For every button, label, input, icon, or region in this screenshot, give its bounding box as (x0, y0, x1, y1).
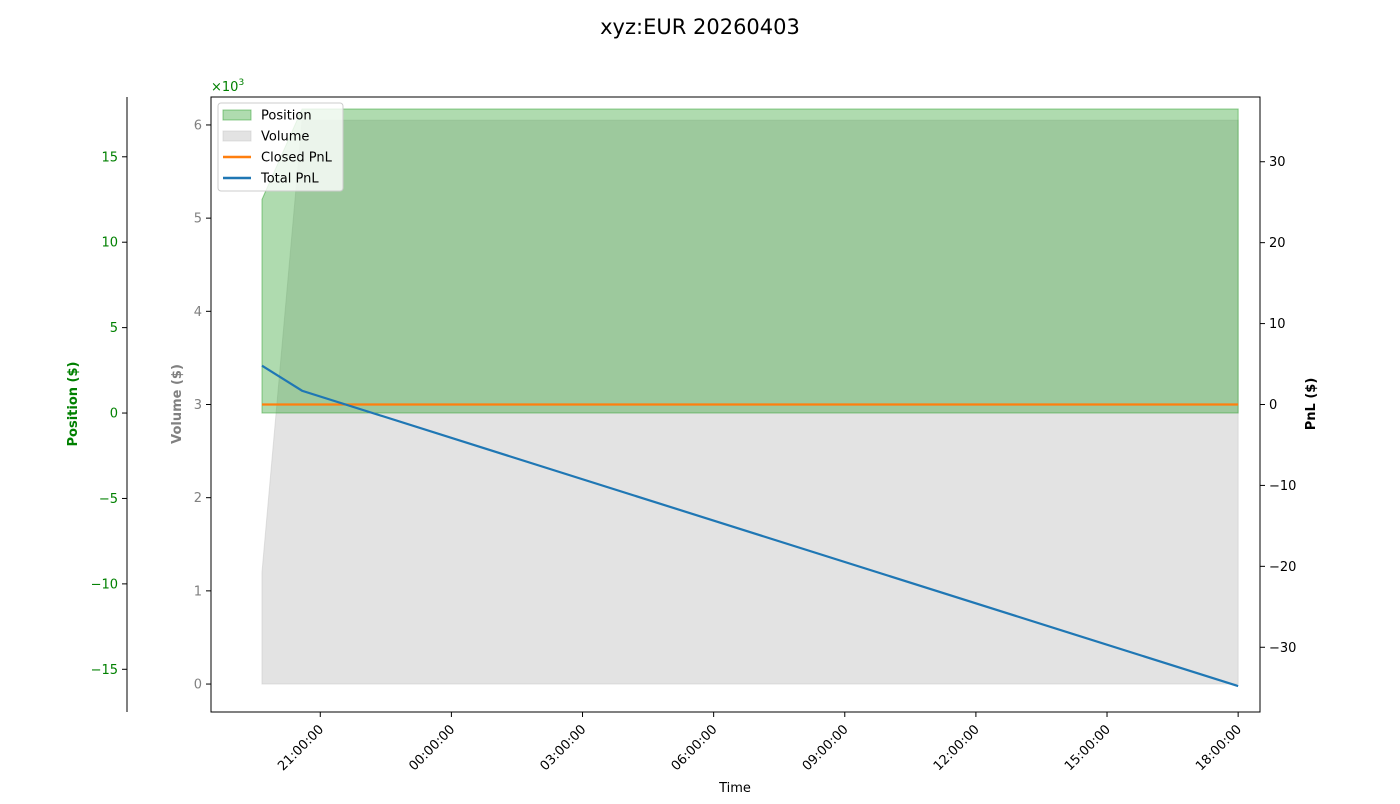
position-tick-label: −5 (99, 492, 118, 507)
chart-title: xyz:EUR 20260403 (600, 15, 800, 39)
volume-axis-label: Volume ($) (170, 364, 185, 444)
pnl-tick-label: 10 (1269, 317, 1286, 332)
volume-offset-text: ×103 (211, 78, 244, 95)
total-pnl-line (261, 364, 1239, 688)
x-tick-label: 00:00:00 (406, 722, 458, 774)
pnl-tick-label: 30 (1269, 155, 1286, 170)
legend-label-position: Position (261, 109, 312, 124)
x-tick-label: 09:00:00 (800, 722, 852, 774)
x-axis-label: Time (718, 781, 751, 796)
position-tick-label: 0 (110, 407, 118, 422)
legend-box (217, 102, 344, 192)
x-tick-label: 03:00:00 (537, 722, 589, 774)
volume-area (261, 119, 1239, 685)
x-tick-label: 15:00:00 (1062, 722, 1114, 774)
volume-tick-label: 4 (194, 305, 202, 320)
position-tick-label: 15 (101, 150, 118, 165)
area-fills (261, 108, 1239, 685)
volume-tick-label: 0 (194, 678, 202, 693)
volume-tick-label: 6 (194, 118, 202, 133)
pnl-tick-label: 0 (1269, 398, 1277, 413)
legend-label-closed-pnl: Closed PnL (261, 151, 333, 166)
legend-label-total-pnl: Total PnL (260, 172, 319, 187)
volume-tick-label: 5 (194, 212, 202, 227)
pnl-axis-label: PnL ($) (1304, 378, 1319, 431)
pnl-tick-label: −20 (1269, 560, 1296, 575)
pnl-tick-label: 20 (1269, 236, 1286, 251)
series-lines (261, 364, 1239, 688)
x-tick-label: 12:00:00 (931, 722, 983, 774)
x-tick-label: 06:00:00 (669, 722, 721, 774)
x-tick-label: 21:00:00 (275, 722, 327, 774)
position-tick-label: 5 (110, 321, 118, 336)
x-tick-label: 18:00:00 (1193, 722, 1245, 774)
position-tick-label: 10 (101, 236, 118, 251)
position-area (261, 108, 1239, 414)
position-axis-label: Position ($) (66, 362, 81, 447)
pnl-tick-label: −10 (1269, 479, 1296, 494)
legend-label-volume: Volume (261, 130, 309, 145)
position-tick-label: −10 (91, 577, 118, 592)
legend: Position Volume Closed PnL Total PnL (217, 102, 344, 192)
legend-swatch-volume (222, 130, 252, 142)
volume-tick-label: 2 (194, 491, 202, 506)
legend-swatch-position (222, 109, 252, 121)
position-tick-label: −15 (91, 663, 118, 678)
pnl-tick-label: −30 (1269, 641, 1296, 656)
volume-tick-label: 3 (194, 398, 202, 413)
volume-tick-label: 1 (194, 584, 202, 599)
